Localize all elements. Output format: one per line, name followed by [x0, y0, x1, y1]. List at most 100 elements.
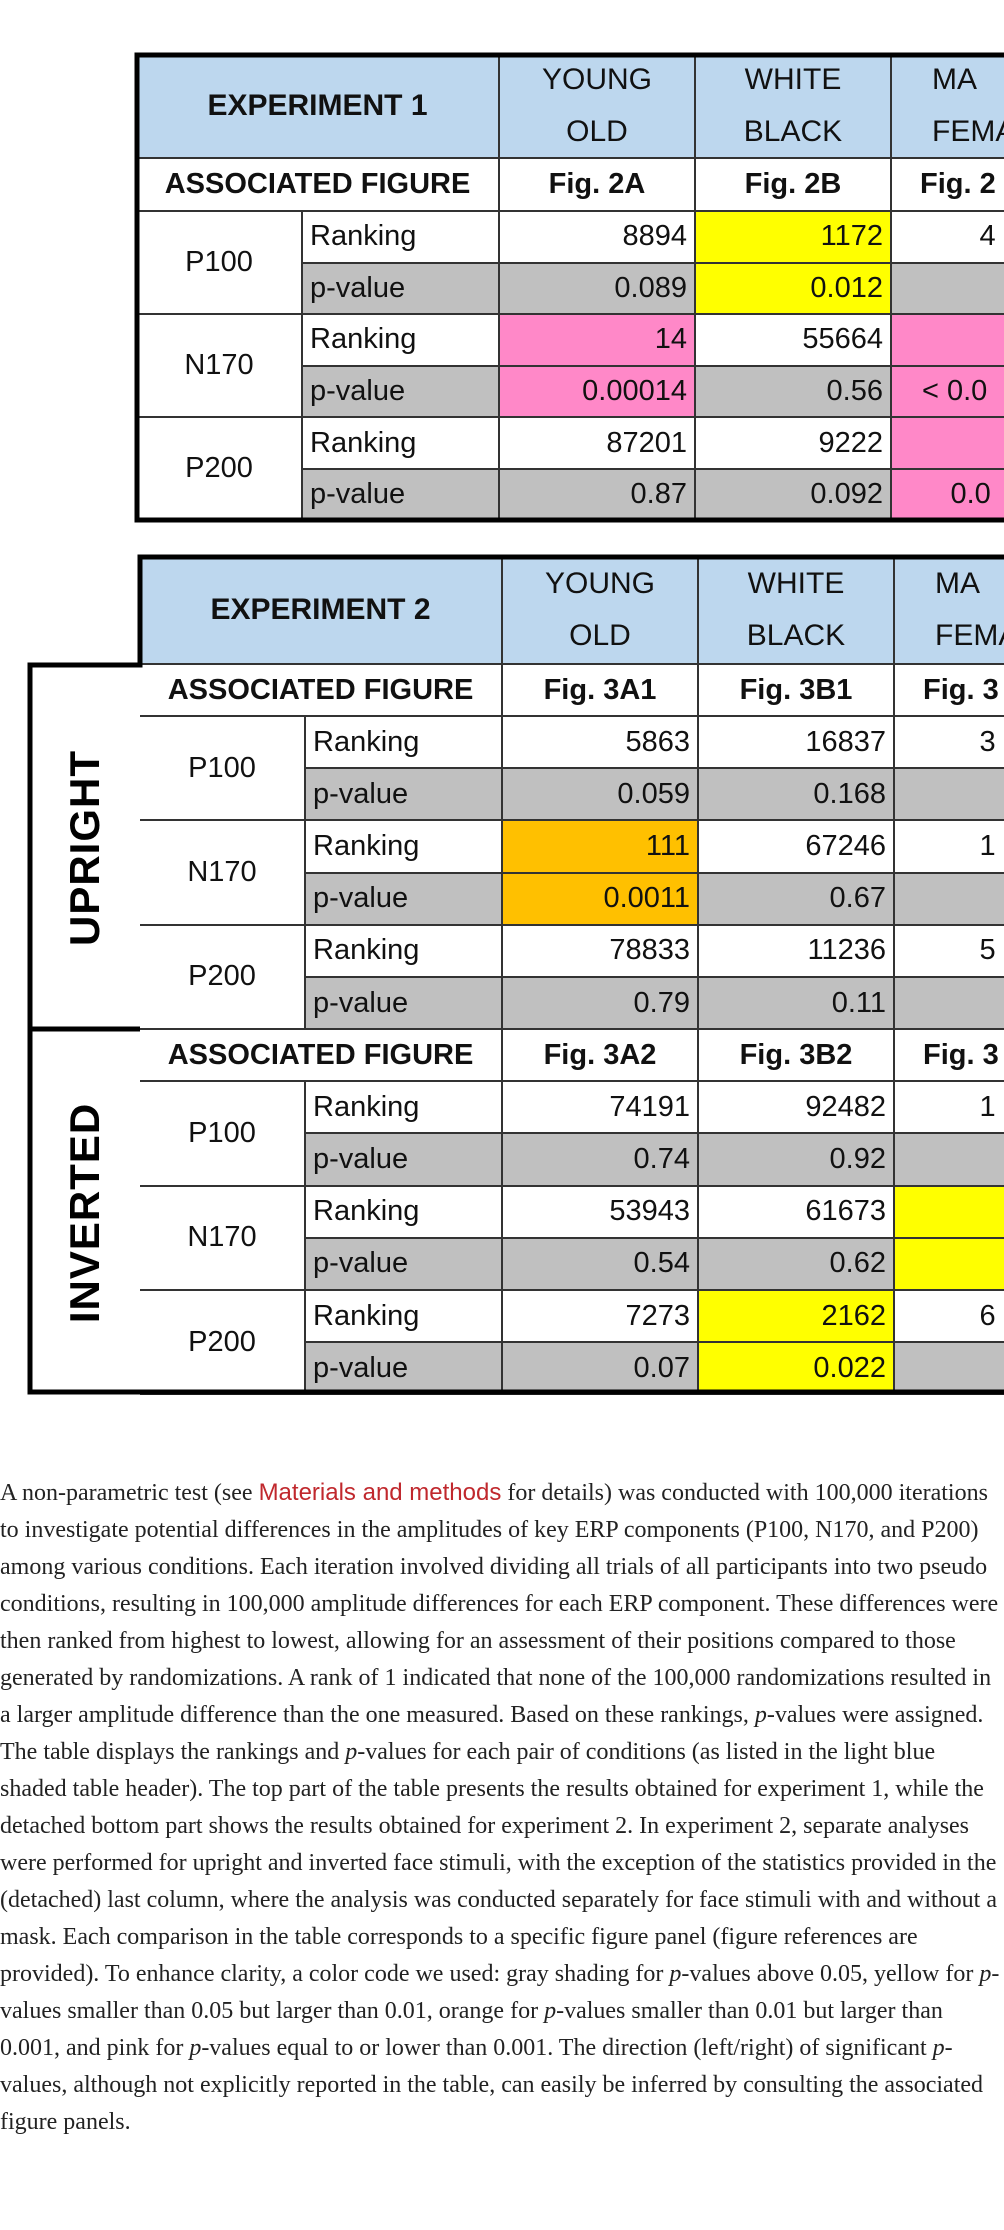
value-cell: 0.62: [699, 1238, 895, 1291]
value-cell: 92482: [699, 1082, 895, 1135]
value-cell: 0.089: [500, 263, 696, 316]
value-cell: 78833: [503, 925, 699, 978]
row-label: p-value: [306, 873, 503, 926]
column-header-line: BLACK: [743, 115, 843, 148]
caption-text: p: [345, 1739, 358, 1765]
value-cell: 74191: [503, 1082, 699, 1135]
column-header-line: OLD: [566, 115, 628, 148]
figure-label: ASSOCIATED FIGURE: [140, 665, 503, 717]
row-label: Ranking: [306, 1186, 503, 1239]
row-label: p-value: [306, 1343, 503, 1396]
column-header-line: WHITE: [744, 63, 842, 96]
column-header-line: BLACK: [746, 619, 846, 652]
column-header: WHITE BLACK: [699, 557, 895, 665]
row-label: Ranking: [306, 821, 503, 874]
value-cell: 0.022: [699, 1343, 895, 1396]
row-label: Ranking: [306, 1082, 503, 1135]
figure-label: ASSOCIATED FIGURE: [137, 159, 500, 212]
caption-text: p: [932, 2035, 945, 2061]
value-cell: 8894: [500, 212, 696, 264]
section-label-text: UPRIGHT: [61, 749, 108, 946]
value-cell: 1: [895, 1082, 1004, 1135]
value-cell: 9222: [696, 418, 892, 470]
experiment-title: EXPERIMENT 1: [137, 55, 500, 159]
value-cell: 2162: [699, 1291, 895, 1344]
value-cell: [895, 1238, 1004, 1291]
value-cell: < 0.0: [892, 366, 1004, 419]
section-label-text: INVERTED: [61, 1102, 109, 1323]
caption-text: p: [544, 1998, 557, 2024]
caption-text: -values above 0.05, yellow for: [681, 1961, 980, 1987]
value-cell: 11236: [699, 925, 895, 978]
column-header-line: WHITE: [747, 567, 845, 600]
caption-text: for details) was conducted with 100,000 …: [0, 1480, 999, 1728]
row-label: p-value: [306, 769, 503, 822]
column-header-line: YOUNG: [541, 63, 652, 96]
experiment-title: EXPERIMENT 2: [140, 557, 503, 665]
value-cell: 3: [895, 717, 1004, 770]
column-header: WHITE BLACK: [696, 55, 892, 159]
value-cell: 55664: [696, 315, 892, 367]
value-cell: 6: [895, 1291, 1004, 1344]
value-cell: 0.79: [503, 978, 699, 1031]
value-cell: 0.56: [696, 366, 892, 419]
row-label: Ranking: [303, 212, 500, 264]
caption-text: -values for each pair of conditions (as …: [0, 1739, 997, 1987]
caption-text: -values equal to or lower than 0.001. Th…: [201, 2035, 933, 2061]
caption-text: -values smaller than 0.05 but larger tha…: [0, 1961, 1000, 2024]
row-label: Ranking: [306, 925, 503, 978]
caption-text: p: [979, 1961, 992, 1987]
caption: A non-parametric test (see Materials and…: [0, 1474, 1004, 2141]
value-cell: 0.74: [503, 1134, 699, 1187]
row-label: p-value: [303, 263, 500, 316]
row-label: Ranking: [303, 418, 500, 470]
section-label: INVERTED: [30, 1030, 140, 1395]
section-label: UPRIGHT: [30, 665, 140, 1030]
value-cell: 4: [892, 212, 1004, 264]
value-cell: 53943: [503, 1186, 699, 1239]
group-label: P200: [140, 1291, 306, 1396]
row-label: p-value: [306, 978, 503, 1031]
value-cell: 14: [500, 315, 696, 367]
value-cell: [892, 418, 1004, 470]
value-cell: 0.012: [696, 263, 892, 316]
value-cell: 61673: [699, 1186, 895, 1239]
value-cell: 67246: [699, 821, 895, 874]
row-label: Ranking: [303, 315, 500, 367]
value-cell: 0.07: [503, 1343, 699, 1396]
value-cell: 0.11: [699, 978, 895, 1031]
row-label: p-value: [303, 470, 500, 522]
row-label: p-value: [306, 1134, 503, 1187]
value-cell: 0.54: [503, 1238, 699, 1291]
value-cell: 16837: [699, 717, 895, 770]
value-cell: 0.00014: [500, 366, 696, 419]
figure-ref: Fig. 3B1: [699, 665, 895, 717]
group-label: P100: [137, 212, 303, 316]
column-header-line: MA: [932, 63, 977, 96]
figure-ref: Fig. 3A2: [503, 1030, 699, 1083]
caption-text: p: [189, 2035, 202, 2061]
row-label: p-value: [306, 1238, 503, 1291]
group-label: N170: [140, 1186, 306, 1291]
caption-text: p: [669, 1961, 682, 1987]
value-cell: [895, 1343, 1004, 1396]
value-cell: 0.92: [699, 1134, 895, 1187]
row-label: Ranking: [306, 717, 503, 770]
caption-text: -values smaller than 0.01 but larger tha…: [0, 1998, 943, 2061]
column-header-line: YOUNG: [544, 567, 655, 600]
row-label: Ranking: [306, 1291, 503, 1344]
value-cell: [895, 873, 1004, 926]
group-label: P200: [137, 418, 303, 522]
figure-ref: Fig. 2B: [696, 159, 892, 212]
figure-ref: Fig. 2A: [500, 159, 696, 212]
value-cell: 0.092: [696, 470, 892, 522]
value-cell: [895, 1134, 1004, 1187]
value-cell: 111: [503, 821, 699, 874]
value-cell: 5: [895, 925, 1004, 978]
group-label: N170: [137, 315, 303, 419]
link[interactable]: Materials and methods: [258, 1479, 502, 1506]
caption-text: p: [754, 1702, 767, 1728]
